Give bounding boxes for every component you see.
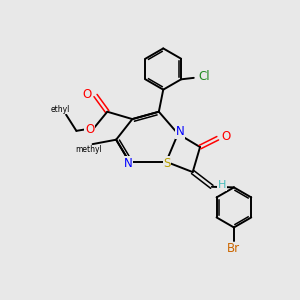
Text: O: O xyxy=(221,130,231,143)
Text: ethyl: ethyl xyxy=(51,105,70,114)
Text: N: N xyxy=(176,125,184,138)
Text: H: H xyxy=(218,180,226,190)
Text: methyl: methyl xyxy=(76,145,102,154)
Text: Cl: Cl xyxy=(198,70,210,83)
Text: N: N xyxy=(124,157,132,170)
Text: Br: Br xyxy=(227,242,241,255)
Text: S: S xyxy=(163,157,170,170)
Text: O: O xyxy=(83,88,92,100)
Text: O: O xyxy=(85,123,94,136)
